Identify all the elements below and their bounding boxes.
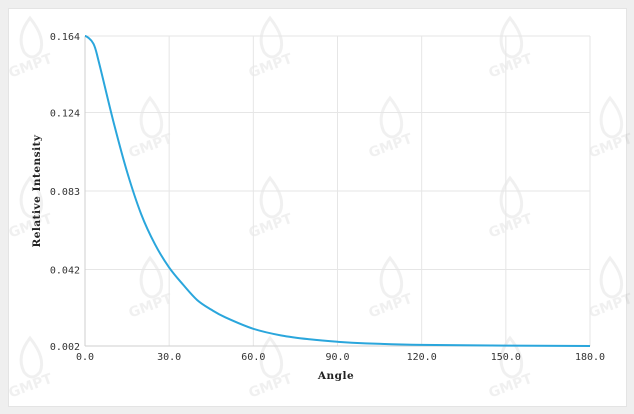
x-tick-label: 0.0 xyxy=(76,352,94,363)
y-tick-label: 0.124 xyxy=(50,109,80,120)
watermark-mark: GMPT xyxy=(247,175,295,241)
watermark-mark: GMPT xyxy=(7,335,55,401)
y-axis-title: Relative Intensity xyxy=(31,134,43,247)
y-tick-label: 0.042 xyxy=(50,265,80,276)
x-tick-label: 90.0 xyxy=(325,352,349,363)
x-tick-label: 30.0 xyxy=(157,352,181,363)
watermark-mark: GMPT xyxy=(587,95,634,161)
watermark-mark: GMPT xyxy=(127,255,175,321)
series-line xyxy=(84,35,591,347)
x-tick-label: 150.0 xyxy=(491,352,521,363)
x-axis-title: Angle xyxy=(317,370,354,382)
y-tick-label: 0.083 xyxy=(50,187,80,198)
watermark-mark: GMPT xyxy=(247,335,295,401)
watermark-mark: GMPT xyxy=(247,15,295,81)
watermark-mark: GMPT xyxy=(7,15,55,81)
x-tick-label: 60.0 xyxy=(241,352,265,363)
watermark-mark: GMPT xyxy=(587,255,634,321)
watermark-mark: GMPT xyxy=(487,175,535,241)
x-tick-label: 120.0 xyxy=(407,352,437,363)
watermark-mark: GMPT xyxy=(127,95,175,161)
watermark-mark: GMPT xyxy=(487,15,535,81)
watermark-mark: GMPT xyxy=(367,95,415,161)
watermark-mark: GMPT xyxy=(487,335,535,401)
y-tick-label: 0.164 xyxy=(50,32,80,43)
watermark-mark: GMPT xyxy=(367,255,415,321)
watermark-layer: GMPT GMPT GMPT GMPT GMPT GMPT GMPT GMPT GMPT GMPT… xyxy=(7,15,634,401)
tick-labels: 0.0 30.0 60.0 90.0 120.0 150.0 180.0 0.002 0.042… xyxy=(50,32,605,363)
series-layer xyxy=(84,35,591,347)
y-tick-label: 0.002 xyxy=(50,342,80,353)
x-tick-label: 180.0 xyxy=(575,352,605,363)
